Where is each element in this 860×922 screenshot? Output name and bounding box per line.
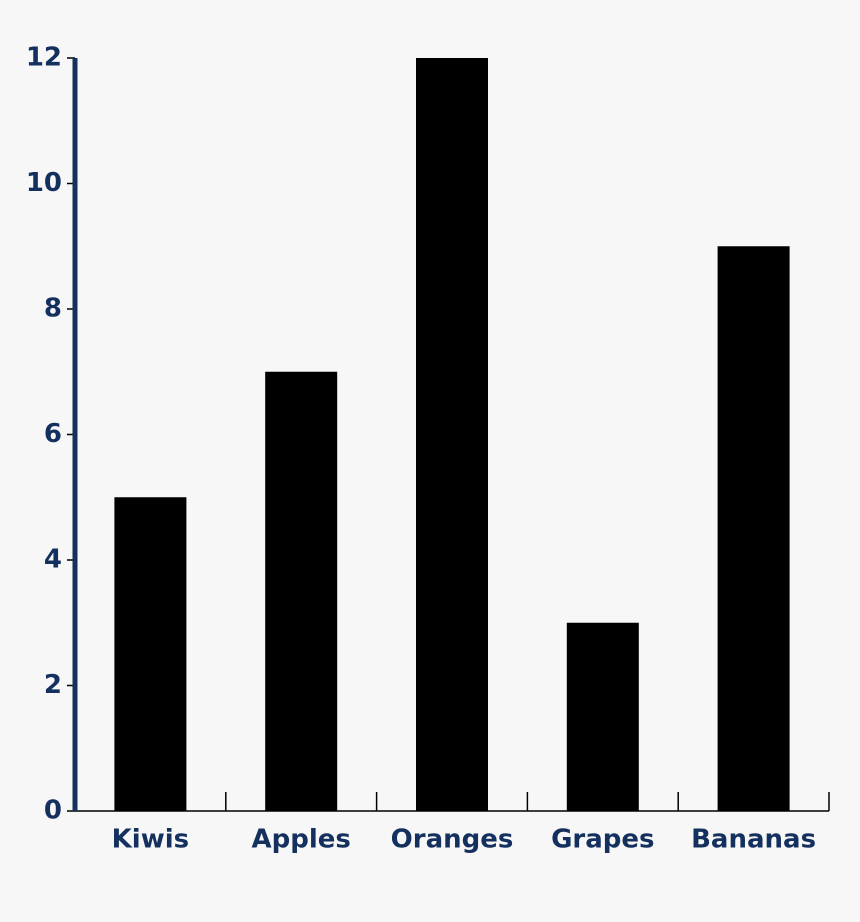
y-tick-label: 4 [44, 545, 62, 575]
y-tick-label: 6 [44, 419, 62, 449]
bar [416, 58, 488, 811]
bar [114, 497, 187, 811]
bar [566, 622, 639, 811]
bar [265, 371, 338, 811]
x-tick-label: Apples [252, 825, 351, 855]
x-tick-label: Grapes [551, 825, 654, 855]
bar [717, 246, 790, 811]
x-tick-label: Kiwis [112, 825, 189, 855]
y-tick-label: 2 [44, 670, 62, 700]
y-tick-label: 12 [26, 43, 62, 73]
x-tick-label: Oranges [391, 825, 514, 855]
y-tick-label: 0 [44, 796, 62, 826]
x-tick-label: Bananas [691, 825, 816, 855]
y-tick-label: 8 [44, 294, 62, 324]
y-tick-label: 10 [26, 168, 62, 198]
